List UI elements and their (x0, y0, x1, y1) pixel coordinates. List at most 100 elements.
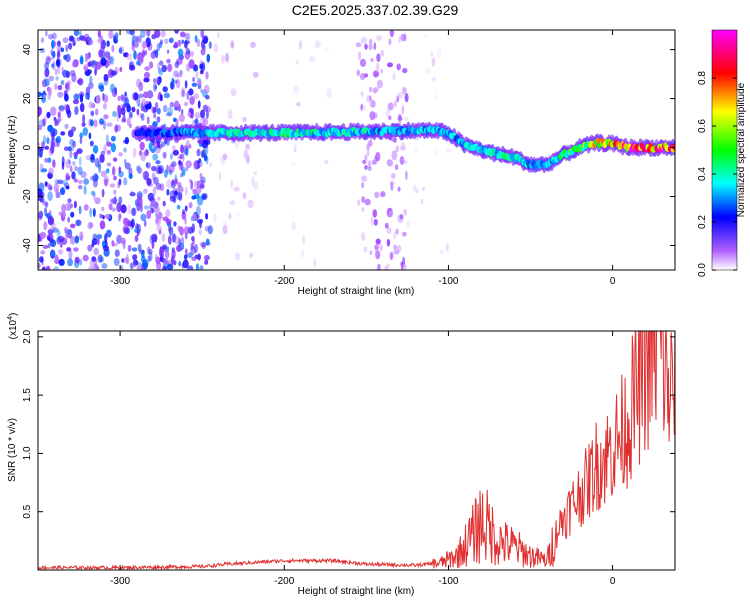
noise-speckle (396, 91, 404, 100)
noise-speckle (65, 175, 71, 181)
noise-speckle (52, 50, 56, 59)
noise-speckle (97, 30, 102, 38)
noise-speckle (445, 148, 451, 154)
noise-speckle (177, 48, 184, 57)
noise-speckle (196, 196, 204, 206)
noise-speckle (167, 235, 172, 245)
noise-speckle (157, 167, 163, 174)
noise-speckle (152, 146, 157, 151)
noise-speckle (159, 60, 164, 66)
noise-speckle (179, 173, 184, 178)
noise-speckle (64, 82, 69, 90)
noise-speckle (68, 35, 74, 42)
noise-speckle (174, 41, 178, 48)
noise-speckle (130, 190, 133, 197)
snr-y-tick-label: 1.5 (22, 388, 33, 402)
noise-speckle (47, 157, 52, 163)
noise-speckle (60, 243, 63, 248)
noise-speckle (230, 180, 233, 188)
noise-speckle (143, 188, 148, 194)
noise-speckle (172, 233, 177, 243)
noise-speckle (399, 155, 405, 165)
noise-speckle (179, 31, 186, 38)
noise-speckle (184, 40, 188, 49)
noise-speckle (71, 171, 76, 180)
noise-speckle (41, 197, 45, 203)
noise-speckle (386, 227, 392, 235)
noise-speckle (200, 176, 206, 184)
noise-speckle (390, 173, 396, 179)
noise-speckle (148, 248, 153, 255)
noise-speckle (60, 47, 64, 53)
noise-speckle (102, 92, 105, 102)
noise-speckle (57, 50, 61, 58)
noise-speckle (295, 59, 300, 65)
noise-speckle (113, 189, 117, 195)
noise-speckle (156, 142, 161, 149)
noise-speckle (359, 58, 367, 67)
noise-speckle (156, 225, 163, 232)
noise-speckle (55, 187, 58, 198)
noise-speckle (184, 32, 191, 41)
noise-speckle (40, 37, 45, 43)
noise-speckle (191, 195, 197, 200)
noise-speckle (360, 103, 364, 111)
noise-speckle (165, 209, 171, 218)
noise-speckle (422, 33, 428, 38)
noise-speckle (41, 141, 45, 150)
noise-speckle (202, 104, 208, 112)
noise-speckle (445, 242, 449, 252)
noise-speckle (148, 142, 153, 152)
noise-speckle (92, 208, 96, 217)
noise-speckle (164, 250, 170, 259)
noise-speckle (97, 254, 103, 263)
noise-speckle (48, 56, 54, 61)
noise-speckle (61, 210, 67, 218)
noise-speckle (250, 41, 256, 49)
noise-speckle (196, 180, 201, 189)
noise-speckle (430, 51, 434, 58)
noise-speckle (158, 70, 164, 76)
noise-speckle (83, 185, 87, 195)
noise-speckle (153, 176, 159, 185)
noise-speckle (368, 43, 373, 51)
noise-speckle (193, 243, 199, 253)
noise-speckle (131, 106, 136, 113)
noise-speckle (120, 265, 124, 270)
noise-speckle (125, 30, 132, 35)
noise-speckle (185, 186, 188, 196)
noise-speckle (291, 221, 297, 231)
noise-speckle (124, 158, 127, 165)
noise-speckle (77, 179, 83, 185)
noise-speckle (129, 262, 134, 270)
noise-speckle (162, 265, 168, 270)
noise-speckle (45, 56, 51, 65)
noise-speckle (50, 250, 56, 257)
noise-speckle (191, 256, 197, 261)
colorbar: 0.0 0.2 0.4 0.6 0.8 Normalized spectral ampl… (697, 29, 747, 277)
noise-speckle (163, 258, 169, 265)
noise-speckle (103, 114, 109, 120)
noise-speckle (357, 199, 360, 206)
noise-speckle (56, 118, 61, 124)
spectrogram-x-tick-label: -100 (438, 276, 458, 287)
noise-speckle (195, 186, 202, 195)
noise-speckle (167, 63, 173, 72)
noise-speckle (156, 107, 161, 115)
noise-speckle (46, 55, 50, 63)
noise-speckle (70, 211, 75, 218)
noise-speckle (169, 81, 176, 90)
noise-speckle (360, 36, 367, 45)
noise-speckle (367, 160, 372, 169)
noise-speckle (128, 173, 133, 180)
noise-speckle (414, 147, 418, 152)
noise-speckle (396, 63, 402, 71)
noise-speckle (128, 111, 133, 119)
noise-speckle (145, 162, 149, 168)
noise-speckle (114, 249, 120, 257)
noise-speckle (38, 146, 41, 156)
noise-speckle (253, 181, 259, 191)
noise-speckle (56, 44, 62, 52)
noise-speckle (246, 154, 250, 165)
noise-speckle (80, 171, 87, 179)
